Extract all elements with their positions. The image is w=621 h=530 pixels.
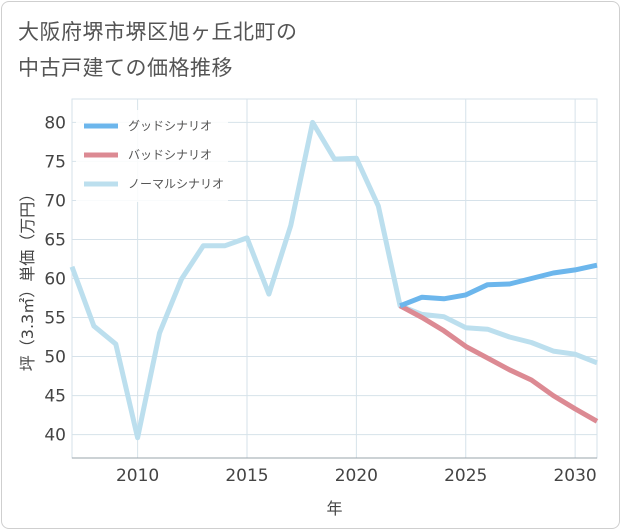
y-tick-label: 55	[44, 309, 66, 329]
y-tick-label: 75	[44, 152, 66, 172]
y-tick-labels: 40 45 50 55 60 65 70 75 80	[44, 113, 66, 445]
series-group	[69, 119, 599, 441]
y-tick-label: 50	[44, 348, 66, 368]
x-tick-label: 2020	[335, 466, 378, 486]
x-axis-label: 年	[326, 499, 342, 518]
x-tick-labels: 2010 2015 2020 2025 2030	[116, 466, 597, 486]
legend-label: グッドシナリオ	[128, 119, 212, 133]
series-line-1	[398, 303, 599, 424]
chart-title-line2: 中古戸建ての価格推移	[18, 56, 233, 80]
x-tick-label: 2025	[444, 466, 487, 486]
series-line-2	[69, 119, 598, 441]
x-tick-label: 2030	[553, 466, 596, 486]
x-tick-label: 2010	[116, 466, 159, 486]
y-tick-label: 60	[44, 270, 66, 290]
y-tick-label: 70	[44, 191, 66, 211]
y-tick-label: 40	[44, 426, 66, 446]
legend-label: バッドシナリオ	[128, 148, 212, 162]
x-tick-label: 2015	[225, 466, 268, 486]
y-tick-label: 65	[44, 230, 66, 250]
y-axis-label: 坪（3.3㎡）単価（万円）	[18, 186, 37, 371]
series-line-0	[399, 262, 598, 309]
chart-title-line1: 大阪府堺市堺区旭ヶ丘北町の	[18, 20, 298, 44]
y-tick-label: 80	[44, 113, 66, 133]
chart-title: 大阪府堺市堺区旭ヶ丘北町の 中古戸建ての価格推移	[18, 14, 298, 86]
y-tick-label: 45	[44, 387, 66, 407]
legend-label: ノーマルシナリオ	[128, 177, 224, 191]
